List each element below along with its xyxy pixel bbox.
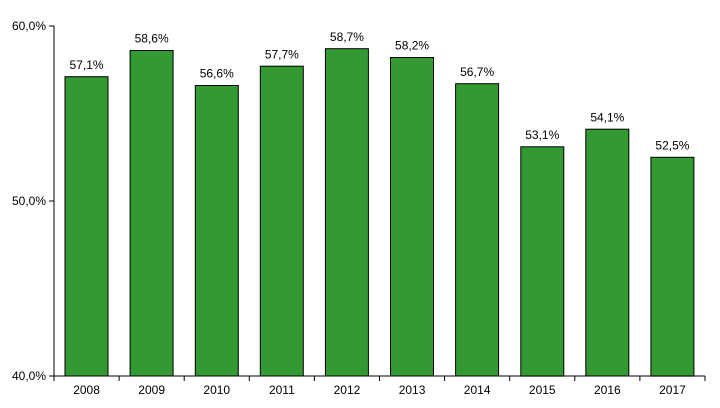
bar-2016 — [585, 128, 630, 377]
data-label: 56,7% — [460, 65, 494, 79]
x-tick-label: 2013 — [399, 383, 426, 397]
bar-2011 — [259, 65, 304, 377]
data-label: 52,5% — [655, 138, 689, 152]
x-tick-label: 2014 — [464, 383, 491, 397]
bar-2014 — [455, 83, 500, 377]
x-tick-label: 2015 — [529, 383, 556, 397]
data-label: 58,6% — [135, 32, 169, 46]
bar-2012 — [324, 48, 369, 377]
y-tick-label: 50,0% — [12, 194, 46, 208]
bar-2010 — [194, 85, 239, 377]
x-tick-label: 2008 — [73, 383, 100, 397]
x-tick-label: 2016 — [594, 383, 621, 397]
x-tick-label: 2011 — [269, 383, 295, 397]
data-label: 57,7% — [265, 47, 299, 61]
data-label: 56,6% — [200, 67, 234, 81]
y-tick-label: 40,0% — [12, 369, 46, 383]
data-label: 58,2% — [395, 39, 429, 53]
bar-2008 — [64, 76, 109, 377]
bar-2013 — [390, 57, 434, 377]
x-tick-label: 2009 — [138, 383, 165, 397]
data-label: 53,1% — [525, 128, 559, 142]
x-tick-label: 2010 — [203, 383, 230, 397]
bar-2009 — [129, 50, 174, 377]
data-label: 54,1% — [590, 110, 624, 124]
y-tick-label: 60,0% — [12, 19, 46, 33]
data-label: 58,7% — [330, 30, 364, 44]
bar-2017 — [650, 156, 695, 377]
data-label: 57,1% — [70, 58, 104, 72]
bar-2015 — [520, 146, 565, 377]
x-tick-label: 2017 — [659, 383, 686, 397]
x-tick-label: 2012 — [334, 383, 361, 397]
